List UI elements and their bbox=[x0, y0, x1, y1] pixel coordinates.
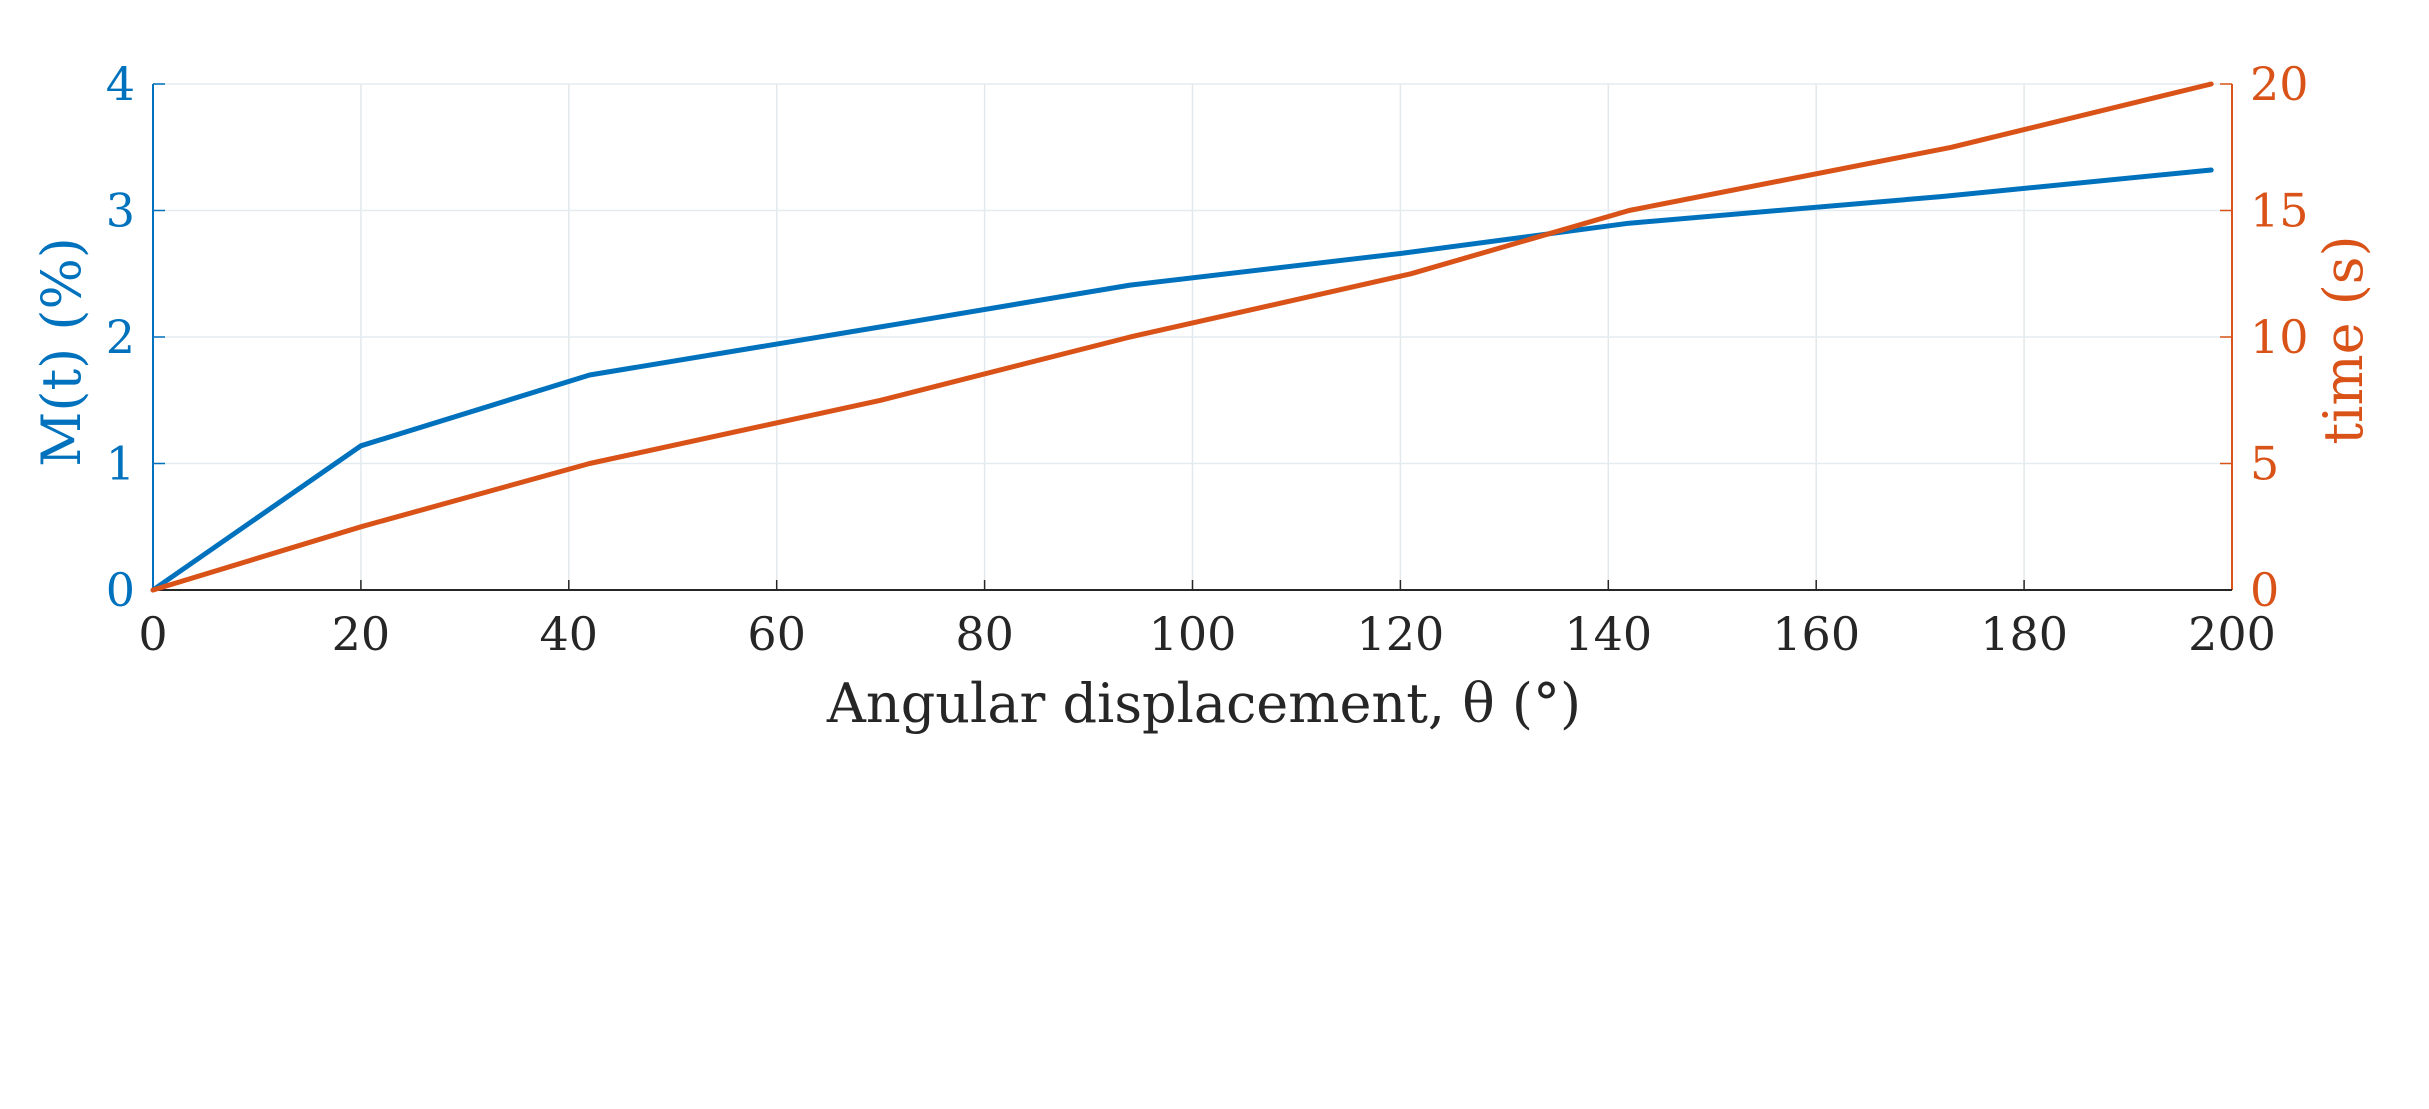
y-right-tick-label: 20 bbox=[2250, 57, 2309, 111]
x-tick-label: 40 bbox=[540, 607, 599, 661]
x-tick-label: 0 bbox=[138, 607, 167, 661]
y-right-tick-label: 15 bbox=[2250, 184, 2309, 238]
x-tick-label: 180 bbox=[1980, 607, 2068, 661]
y-axis-left-title: M(t) (%) bbox=[30, 237, 93, 467]
y-left-tick-label: 3 bbox=[106, 184, 135, 238]
y-left-tick-label: 0 bbox=[106, 563, 135, 617]
x-tick-label: 120 bbox=[1356, 607, 1444, 661]
x-axis-title: Angular displacement, θ (°) bbox=[826, 672, 1581, 735]
time-series-line bbox=[150, 81, 2214, 593]
y-left-tick-label: 1 bbox=[106, 437, 135, 491]
axes bbox=[152, 83, 2233, 591]
x-tick-label: 200 bbox=[2188, 607, 2276, 661]
x-tick-label: 140 bbox=[1564, 607, 1652, 661]
series-lines bbox=[150, 81, 2214, 593]
y-axis-right-title: time (s) bbox=[2312, 235, 2375, 444]
y-left-tick-label: 4 bbox=[106, 57, 135, 111]
y-left-tick-label: 2 bbox=[106, 310, 135, 364]
x-tick-label: 20 bbox=[332, 607, 391, 661]
y-right-tick-label: 0 bbox=[2250, 563, 2279, 617]
x-tick-label: 160 bbox=[1772, 607, 1860, 661]
y-right-tick-label: 5 bbox=[2250, 437, 2279, 491]
grid-lines bbox=[152, 83, 2233, 591]
mt-series-line bbox=[150, 167, 2214, 593]
y-right-tick-label: 10 bbox=[2250, 310, 2309, 364]
x-tick-label: 80 bbox=[955, 607, 1014, 661]
x-tick-label: 100 bbox=[1149, 607, 1237, 661]
x-tick-label: 60 bbox=[747, 607, 806, 661]
